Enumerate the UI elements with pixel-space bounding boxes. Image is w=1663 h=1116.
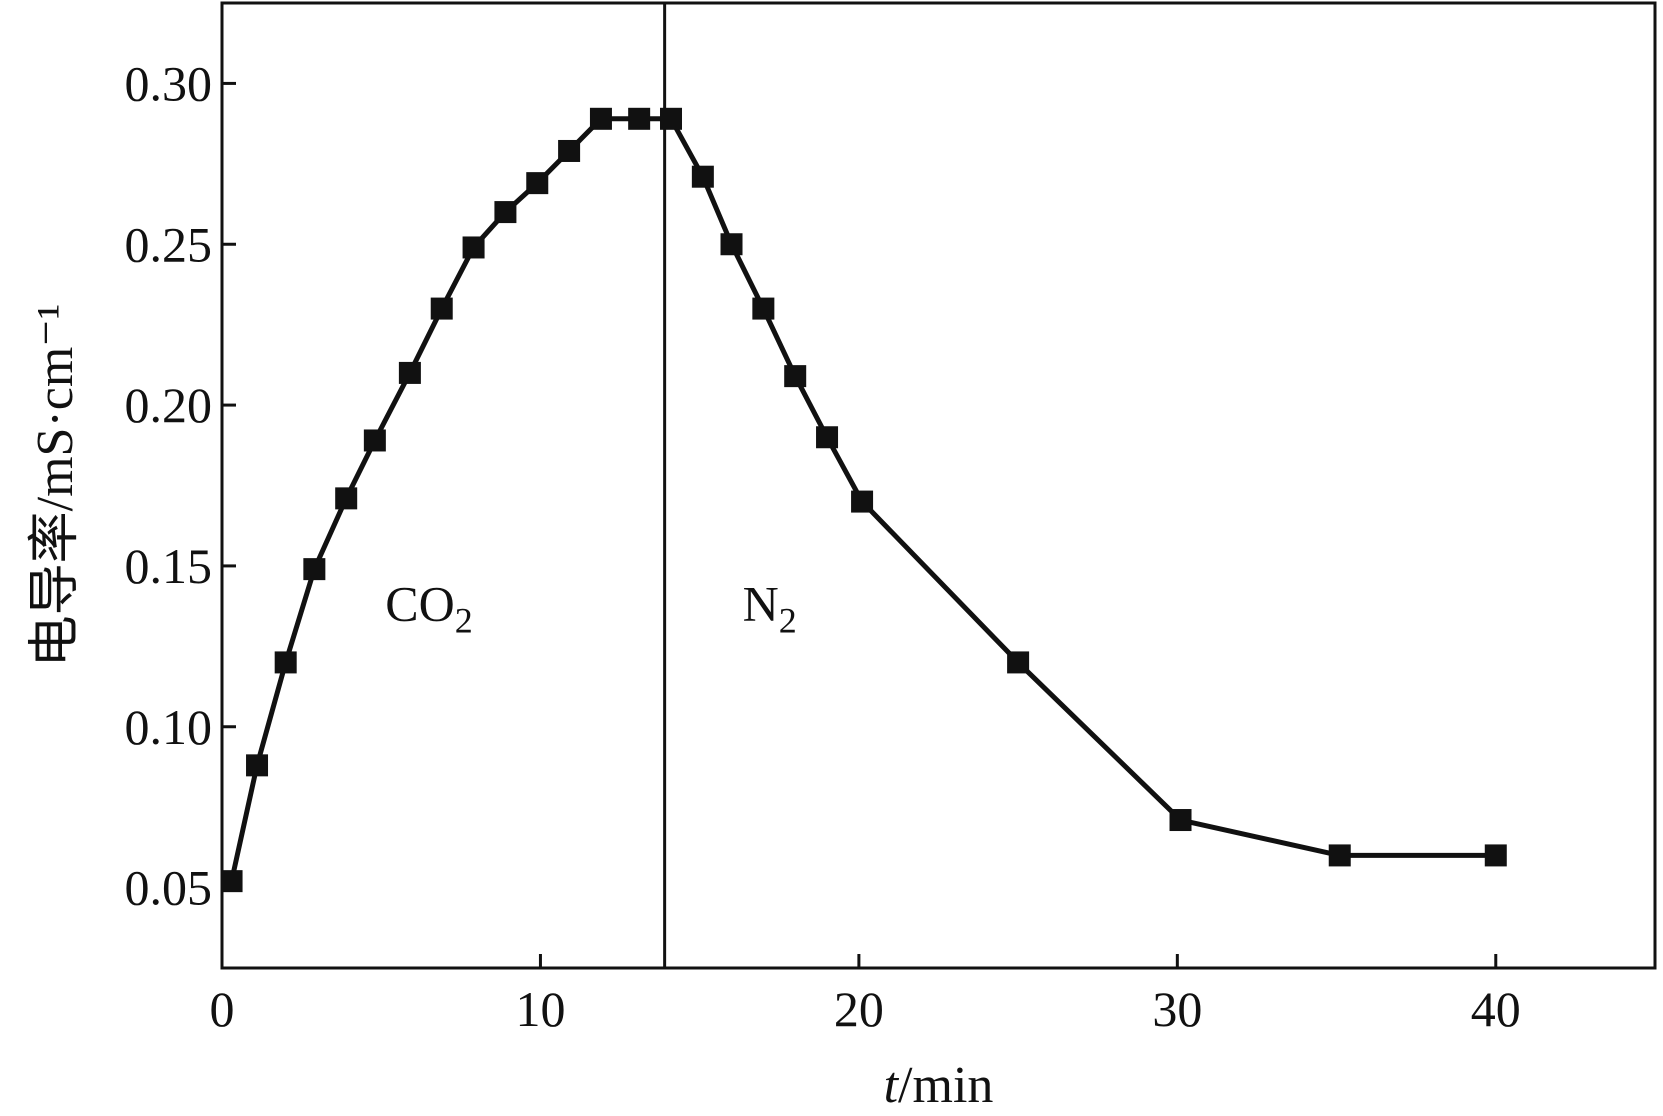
region-label-subscript: 2 xyxy=(455,601,473,641)
data-series xyxy=(220,107,1507,893)
data-point xyxy=(335,487,358,510)
x-tick-label: 20 xyxy=(834,981,884,1037)
data-point xyxy=(398,361,421,384)
x-tick-label: 10 xyxy=(515,981,565,1037)
y-tick-label: 0.30 xyxy=(125,55,213,111)
data-point xyxy=(462,236,485,259)
data-point xyxy=(303,558,326,581)
x-axis-label-unit: /min xyxy=(898,1057,993,1114)
x-tick-label: 40 xyxy=(1471,981,1521,1037)
data-point xyxy=(494,201,517,224)
y-tick-label: 0.15 xyxy=(125,538,213,594)
x-axis-label: t/min xyxy=(884,1057,994,1114)
y-tick-label: 0.10 xyxy=(125,699,213,755)
plot-area xyxy=(220,1,1657,970)
data-point xyxy=(628,107,651,130)
x-tick-label: 0 xyxy=(210,981,235,1037)
region-label-base: CO xyxy=(385,576,454,632)
data-point xyxy=(589,107,612,130)
y-tick-label: 0.25 xyxy=(125,216,213,272)
y-tick-label: 0.05 xyxy=(125,860,213,916)
data-point xyxy=(816,426,839,449)
y-tick-label: 0.20 xyxy=(125,377,213,433)
region-label-base: N xyxy=(743,576,779,632)
region-label-n2: N2 xyxy=(743,576,797,641)
data-point xyxy=(1328,844,1351,867)
x-tick-label: 30 xyxy=(1152,981,1202,1037)
data-point xyxy=(691,165,714,188)
data-point xyxy=(660,107,683,130)
data-point xyxy=(526,172,549,195)
data-point xyxy=(1484,844,1507,867)
data-point xyxy=(851,490,874,513)
region-label-co2: CO2 xyxy=(385,576,472,641)
data-point xyxy=(220,870,243,893)
plot-frame xyxy=(220,1,1657,970)
data-point xyxy=(363,429,386,452)
data-point xyxy=(246,754,269,777)
x-axis-label-variable: t xyxy=(884,1057,900,1114)
data-point xyxy=(720,233,743,256)
data-point xyxy=(274,651,297,674)
y-axis-label: 电导率/mS·cm⁻¹ xyxy=(27,304,84,668)
axis-ticks: 0 10 20 30 40 0.05 0.10 0.15 0.20 0.25 0.30 xyxy=(125,55,1521,1037)
data-point xyxy=(430,297,453,320)
data-point xyxy=(784,365,807,388)
data-point xyxy=(752,297,775,320)
data-point xyxy=(558,139,581,162)
region-label-subscript: 2 xyxy=(779,601,797,641)
data-point xyxy=(1007,651,1030,674)
data-point xyxy=(1169,809,1192,832)
